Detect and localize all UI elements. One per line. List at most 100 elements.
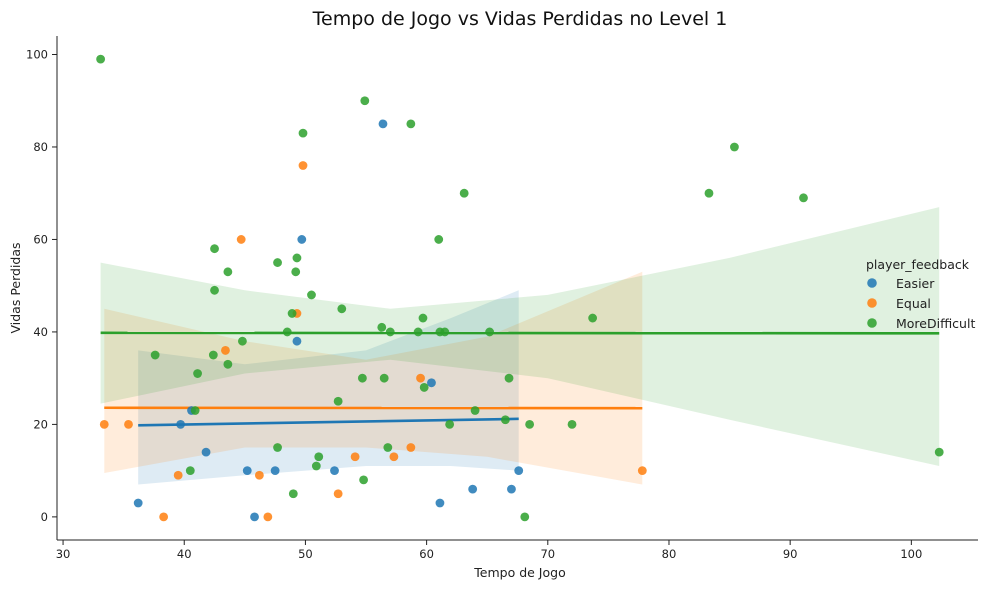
data-point-moredifficult — [223, 359, 233, 369]
data-point-easier — [292, 336, 302, 346]
data-point-equal — [298, 161, 308, 170]
legend-marker-equal — [867, 298, 877, 308]
data-point-moredifficult — [298, 128, 308, 138]
x-tick-label: 70 — [540, 547, 555, 561]
data-point-equal — [333, 489, 343, 499]
x-tick-label: 30 — [56, 547, 71, 561]
data-point-moredifficult — [934, 447, 944, 457]
ci-band-easier — [138, 290, 519, 485]
data-point-moredifficult — [311, 461, 321, 471]
data-point-easier — [250, 512, 259, 522]
data-point-moredifficult — [314, 452, 324, 462]
data-point-moredifficult — [282, 327, 292, 337]
legend-label-moredifficult: MoreDifficult — [896, 316, 975, 331]
data-point-moredifficult — [434, 235, 444, 244]
data-point-easier — [435, 498, 445, 508]
x-tick-label: 80 — [662, 547, 677, 561]
legend-title: player_feedback — [866, 257, 970, 272]
y-tick-label: 100 — [26, 47, 48, 61]
data-point-equal — [221, 346, 230, 355]
data-point-equal — [406, 443, 416, 452]
x-tick-label: 40 — [177, 547, 192, 561]
x-tick-label: 90 — [783, 547, 798, 561]
data-point-moredifficult — [385, 327, 395, 337]
data-point-moredifficult — [210, 244, 219, 254]
data-point-moredifficult — [440, 327, 450, 337]
axes — [56, 36, 978, 541]
data-point-moredifficult — [445, 420, 455, 429]
data-point-equal — [159, 512, 169, 522]
legend: player_feedback Easier Equal MoreDifficult — [866, 257, 975, 331]
data-point-moredifficult — [525, 420, 535, 429]
legend-label-easier: Easier — [896, 276, 935, 291]
data-point-moredifficult — [210, 285, 219, 295]
data-point-moredifficult — [406, 119, 416, 129]
data-point-moredifficult — [333, 396, 343, 406]
data-point-equal — [173, 470, 183, 480]
x-tick-label: 100 — [900, 547, 922, 561]
data-point-equal — [263, 512, 273, 522]
data-point-moredifficult — [238, 336, 247, 346]
data-point-moredifficult — [360, 96, 370, 106]
data-point-moredifficult — [287, 309, 297, 318]
data-point-moredifficult — [520, 512, 530, 522]
data-point-equal — [254, 470, 264, 480]
data-point-equal — [350, 452, 360, 462]
x-tick-label: 50 — [298, 547, 313, 561]
data-point-moredifficult — [150, 350, 160, 360]
data-point-easier — [297, 235, 307, 244]
data-point-moredifficult — [383, 443, 393, 452]
legend-marker-easier — [867, 278, 877, 288]
chart-title: Tempo de Jogo vs Vidas Perdidas no Level… — [312, 8, 728, 30]
data-point-moredifficult — [413, 327, 423, 337]
x-axis-label: Tempo de Jogo — [473, 565, 565, 580]
x-axis-ticks: 30 40 50 60 70 80 90 100 — [56, 540, 922, 561]
y-tick-label: 60 — [33, 232, 48, 246]
data-point-equal — [236, 235, 246, 244]
data-point-moredifficult — [418, 313, 428, 323]
data-point-moredifficult — [485, 327, 495, 337]
data-point-equal — [389, 452, 399, 462]
y-axis-ticks: 0 20 40 60 80 100 — [26, 47, 57, 524]
data-point-easier — [507, 484, 516, 494]
data-point-equal — [124, 420, 133, 429]
y-axis-label: Vidas Perdidas — [8, 242, 23, 333]
data-point-moredifficult — [307, 290, 316, 300]
regression-line-easier — [138, 417, 519, 427]
y-tick-label: 40 — [33, 325, 48, 339]
data-point-moredifficult — [470, 406, 480, 415]
data-point-easier — [330, 466, 339, 476]
data-point-moredifficult — [500, 415, 510, 425]
data-point-easier — [242, 466, 252, 476]
data-point-easier — [176, 420, 186, 429]
data-point-easier — [378, 119, 388, 129]
x-tick-label: 60 — [419, 547, 434, 561]
data-point-equal — [99, 420, 109, 429]
data-point-moredifficult — [359, 475, 368, 485]
confidence-bands — [100, 207, 940, 485]
legend-label-equal: Equal — [896, 296, 931, 311]
data-point-moredifficult — [288, 489, 298, 499]
data-point-moredifficult — [273, 443, 282, 452]
data-point-moredifficult — [567, 420, 577, 429]
data-point-moredifficult — [208, 350, 218, 360]
data-point-moredifficult — [459, 188, 469, 198]
data-point-moredifficult — [185, 466, 195, 476]
data-point-moredifficult — [379, 373, 389, 383]
data-point-moredifficult — [292, 253, 302, 263]
y-tick-label: 20 — [33, 417, 48, 431]
data-point-moredifficult — [730, 142, 739, 152]
ci-band-moredifficult — [100, 207, 940, 466]
data-point-easier — [133, 498, 143, 508]
scatter-points — [96, 54, 944, 522]
data-point-moredifficult — [357, 373, 367, 383]
data-point-easier — [270, 466, 280, 476]
data-point-moredifficult — [337, 304, 347, 314]
data-point-moredifficult — [223, 267, 233, 277]
data-point-easier — [468, 484, 478, 494]
y-tick-label: 80 — [33, 140, 48, 154]
data-point-moredifficult — [704, 188, 714, 198]
data-point-moredifficult — [419, 383, 429, 392]
data-point-equal — [416, 373, 425, 383]
